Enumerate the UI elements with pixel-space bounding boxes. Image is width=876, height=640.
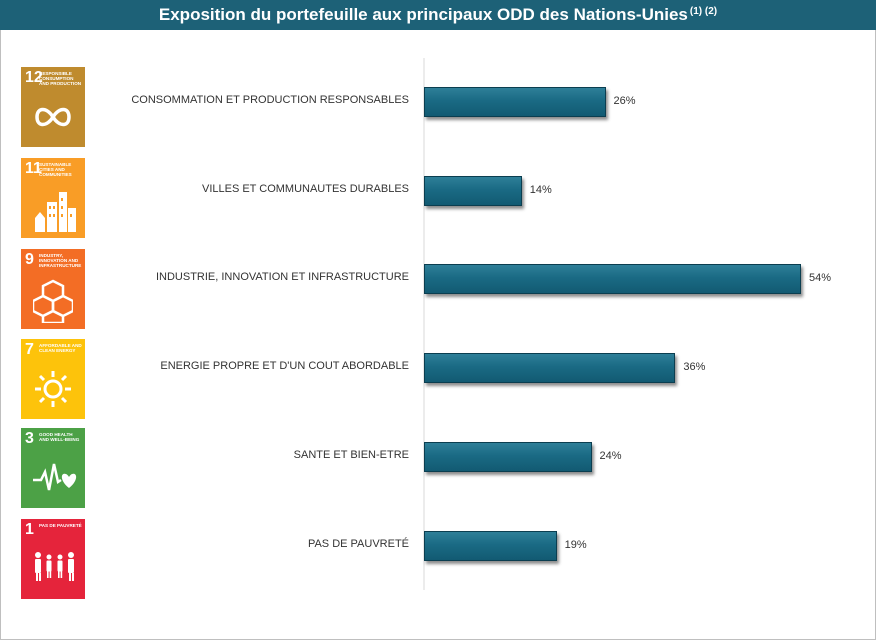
sdg-caption: SUSTAINABLE CITIES AND COMMUNITIES — [39, 162, 72, 178]
sdg-3-tile: 3 GOOD HEALTH AND WELL-BEING — [21, 428, 85, 508]
chart-title-bar: Exposition du portefeuille aux principau… — [0, 0, 876, 30]
sdg-11-tile: 11 SUSTAINABLE CITIES AND COMMUNITIES — [21, 158, 85, 238]
sdg-7-tile: 7 AFFORDABLE AND CLEAN ENERGY — [21, 339, 85, 419]
sdg-number: 12 — [25, 69, 43, 86]
bar — [424, 530, 557, 561]
chart-title: Exposition du portefeuille aux principau… — [158, 5, 688, 24]
bar — [424, 87, 606, 117]
data-label: 24% — [599, 449, 622, 462]
sdg-caption: RESPONSIBLE CONSUMPTION AND PRODUCTION — [39, 71, 82, 87]
infinity-icon — [35, 107, 71, 127]
sdg-12-tile: 12 RESPONSIBLE CONSUMPTION AND PRODUCTIO… — [21, 67, 85, 147]
sun-icon — [35, 371, 71, 407]
data-label: 54% — [809, 272, 832, 285]
cubes-icon — [33, 279, 73, 323]
sdg-caption: GOOD HEALTH AND WELL-BEING — [39, 432, 80, 443]
family-icon — [35, 552, 74, 581]
heartbeat-icon — [33, 463, 77, 491]
data-label: 26% — [613, 95, 636, 107]
bar — [424, 264, 801, 295]
sdg-caption: PAS DE PAUVRETÉ — [39, 523, 82, 528]
category-label: SANTE ET BIEN-ETRE — [293, 448, 409, 461]
chart-title-footnote: (1) (2) — [689, 6, 718, 17]
sdg-caption: INDUSTRY, INNOVATION AND INFRASTRUCTURE — [39, 253, 82, 269]
category-label: INDUSTRIE, INNOVATION ET INFRASTRUCTURE — [155, 271, 409, 284]
sdg-number: 3 — [25, 430, 34, 447]
data-label: 36% — [683, 361, 706, 374]
sdg-number: 9 — [25, 251, 34, 268]
city-icon — [35, 192, 76, 232]
sdg-number: 1 — [25, 521, 34, 538]
bar — [424, 441, 592, 472]
sdg-number: 7 — [25, 341, 34, 358]
category-label: CONSOMMATION ET PRODUCTION RESPONSABLES — [131, 94, 409, 106]
data-label: 14% — [529, 183, 552, 196]
sdg-caption: AFFORDABLE AND CLEAN ENERGY — [39, 343, 82, 354]
category-label: VILLES ET COMMUNAUTES DURABLES — [201, 182, 409, 195]
category-label: PAS DE PAUVRETÉ — [307, 537, 409, 550]
data-label: 19% — [564, 538, 587, 551]
bar — [424, 175, 522, 206]
sdg-1-tile: 1 PAS DE PAUVRETÉ — [21, 519, 85, 599]
bar — [424, 353, 676, 384]
sdg-number: 11 — [25, 160, 42, 177]
sdg-9-tile: 9 INDUSTRY, INNOVATION AND INFRASTRUCTUR… — [21, 249, 85, 329]
category-label: ENERGIE PROPRE ET D'UN COUT ABORDABLE — [160, 360, 409, 373]
